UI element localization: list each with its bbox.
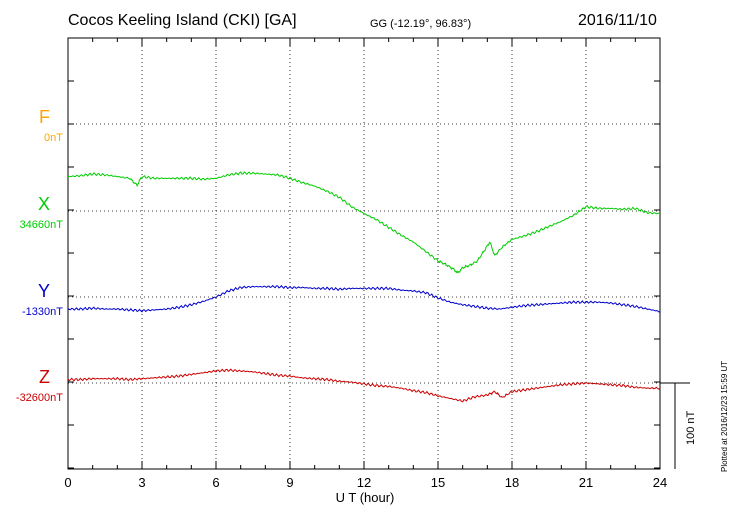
scale-bar [660,382,690,469]
component-y-baseline: -1330nT [22,306,63,318]
station-title: Cocos Keeling Island (CKI) [GA] [68,12,297,29]
component-z-label: Z [39,367,50,387]
series-line-x [67,171,661,274]
axis-ticks [67,38,661,469]
x-tick-label-21: 21 [578,475,594,490]
station-coordinates: GG (-12.19°, 96.83°) [370,18,472,30]
series-line-y [67,284,661,313]
series-line-z [67,368,661,403]
x-tick-label-12: 12 [356,475,372,490]
component-x-label: X [37,194,50,214]
component-f-baseline: 0nT [44,132,63,144]
component-f-label: F [39,107,50,127]
grid-lines [68,38,660,469]
component-x-baseline: 34660nT [19,219,63,231]
date-label: 2016/11/10 [578,12,657,29]
x-tick-label-18: 18 [504,475,520,490]
x-axis-label: U T (hour) [335,490,395,505]
component-y-label: Y [37,281,50,301]
x-tick-label-0: 0 [64,475,72,490]
series-lines [67,171,661,403]
scale-bar-label: 100 nT [685,410,697,445]
x-tick-label-3: 3 [138,475,146,490]
component-z-baseline: -32600nT [15,392,63,404]
x-tick-label-6: 6 [212,475,220,490]
plotted-timestamp: Plotted at 2016/12/23 15:59 UT [720,360,729,472]
x-tick-label-15: 15 [430,475,446,490]
x-tick-label-24: 24 [652,475,668,490]
x-tick-label-9: 9 [286,475,294,490]
